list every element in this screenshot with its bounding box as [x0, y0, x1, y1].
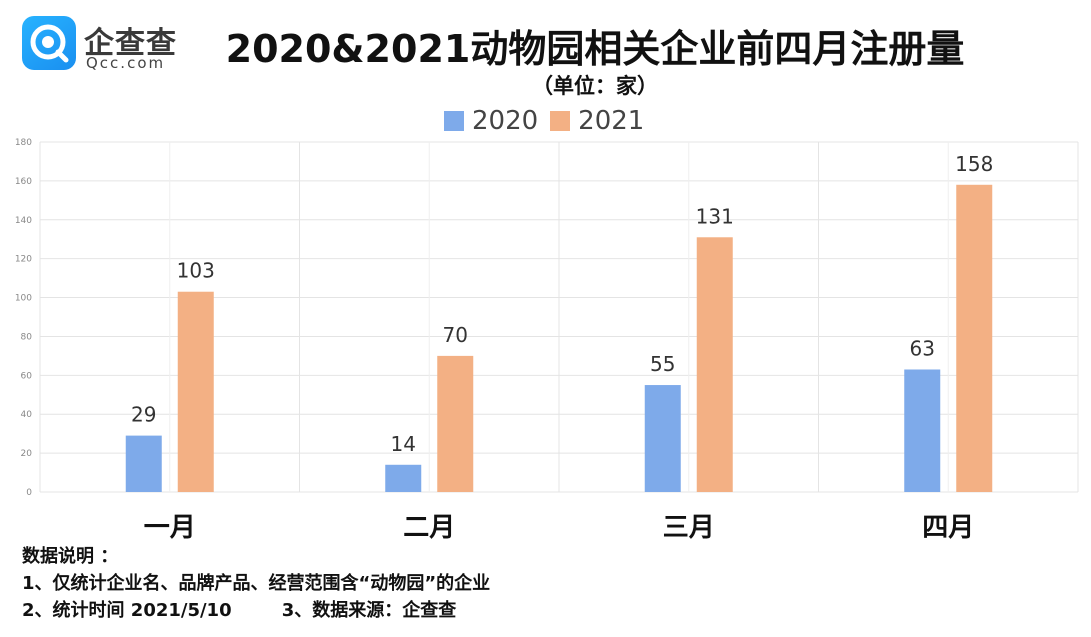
notes-line-3: 3、数据来源：企查查 [281, 600, 457, 621]
data-label-2021-1: 103 [177, 259, 215, 283]
bar-2021-2 [437, 355, 474, 492]
chart-legend: 2020 2021 [444, 104, 650, 138]
legend-swatch-2020 [444, 111, 464, 131]
y-tick-label: 100 [15, 294, 32, 304]
legend-item-2021: 2021 [550, 106, 644, 136]
chart-subtitle: （单位：家） [532, 74, 658, 98]
data-label-2020-2: 14 [391, 432, 416, 456]
bar-2021-3 [696, 237, 733, 492]
bar-2021-1 [177, 291, 214, 492]
chart-title: 2020&2021动物园相关企业前四月注册量 [225, 27, 965, 71]
y-tick-label: 180 [15, 138, 32, 148]
data-label-2020-3: 55 [650, 352, 675, 376]
notes-line-1: 1、仅统计企业名、品牌产品、经营范围含“动物园”的企业 [22, 573, 491, 594]
data-label-2020-4: 63 [910, 337, 935, 361]
data-notes: 数据说明 ： 1、仅统计企业名、品牌产品、经营范围含“动物园”的企业 2、统计时间 … [22, 543, 490, 624]
y-tick-label: 120 [15, 255, 32, 265]
x-category-label: 二月 [403, 513, 455, 540]
bar-2020-3 [644, 385, 681, 492]
bar-2020-4 [904, 369, 941, 492]
legend-label-2020: 2020 [472, 106, 539, 136]
qcc-logo-icon [22, 16, 76, 70]
bar-2020-1 [125, 435, 162, 492]
y-tick-label: 140 [15, 216, 32, 226]
y-tick-label: 80 [21, 332, 33, 342]
notes-line-2-3: 2、统计时间 2021/5/10 3、数据来源：企查查 [22, 597, 490, 624]
y-tick-label: 20 [21, 449, 33, 459]
data-label-2020-1: 29 [131, 403, 156, 427]
y-tick-label: 160 [15, 177, 32, 187]
legend-label-2021: 2021 [578, 106, 645, 136]
bar-chart: 0 20 40 60 80 100 120 140 160 180 29 103 一月 14 70 二月 55 1… [15, 138, 1079, 540]
bar-2020-2 [385, 464, 422, 492]
x-category-label: 三月 [663, 513, 715, 540]
logo-text-en: Qcc.com [86, 54, 166, 72]
notes-heading: 数据说明 ： [22, 546, 119, 567]
data-label-2021-2: 70 [443, 323, 468, 347]
y-tick-label: 60 [21, 371, 33, 381]
bar-2021-4 [956, 184, 993, 492]
x-category-label: 四月 [922, 513, 974, 540]
legend-swatch-2021 [550, 111, 571, 131]
y-tick-label: 0 [26, 488, 32, 498]
data-label-2021-3: 131 [696, 204, 734, 228]
logo-text-cn: 企查查 [84, 26, 177, 61]
logo: 企查查 Qcc.com [22, 16, 182, 74]
data-label-2021-4: 158 [955, 152, 993, 176]
legend-item-2020: 2020 [444, 106, 538, 136]
notes-line-2: 2、统计时间 2021/5/10 [22, 600, 232, 621]
x-category-label: 一月 [144, 513, 196, 540]
y-tick-label: 40 [21, 410, 33, 420]
